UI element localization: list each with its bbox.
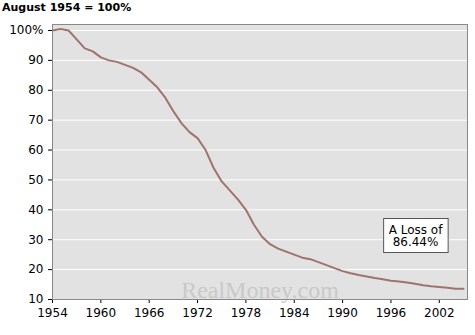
svg-text:1996: 1996 bbox=[376, 306, 407, 320]
html-text:August 1954 = 100%: August 1954 = 100% bbox=[2, 1, 132, 14]
svg-text:2002: 2002 bbox=[424, 306, 455, 320]
svg-text:80: 80 bbox=[28, 83, 43, 97]
svg-text:10: 10 bbox=[28, 292, 43, 306]
svg-text:100%: 100% bbox=[9, 23, 43, 37]
svg-text:70: 70 bbox=[28, 113, 43, 127]
svg-text:50: 50 bbox=[28, 173, 43, 187]
svg-text:A Loss of86.44%: A Loss of86.44% bbox=[389, 223, 444, 249]
svg-text:1960: 1960 bbox=[86, 306, 117, 320]
svg-text:RealMoney.com: RealMoney.com bbox=[181, 277, 339, 303]
svg-text:1990: 1990 bbox=[327, 306, 358, 320]
svg-text:40: 40 bbox=[28, 203, 43, 217]
svg-text:1954: 1954 bbox=[37, 306, 68, 320]
svg-text:30: 30 bbox=[28, 233, 43, 247]
svg-text:1972: 1972 bbox=[182, 306, 213, 320]
svg-text:1966: 1966 bbox=[134, 306, 165, 320]
svg-text:60: 60 bbox=[28, 143, 43, 157]
svg-text:1984: 1984 bbox=[279, 306, 310, 320]
svg-text:90: 90 bbox=[28, 53, 43, 67]
svg-text:1978: 1978 bbox=[231, 306, 262, 320]
svg-text:20: 20 bbox=[28, 262, 43, 276]
